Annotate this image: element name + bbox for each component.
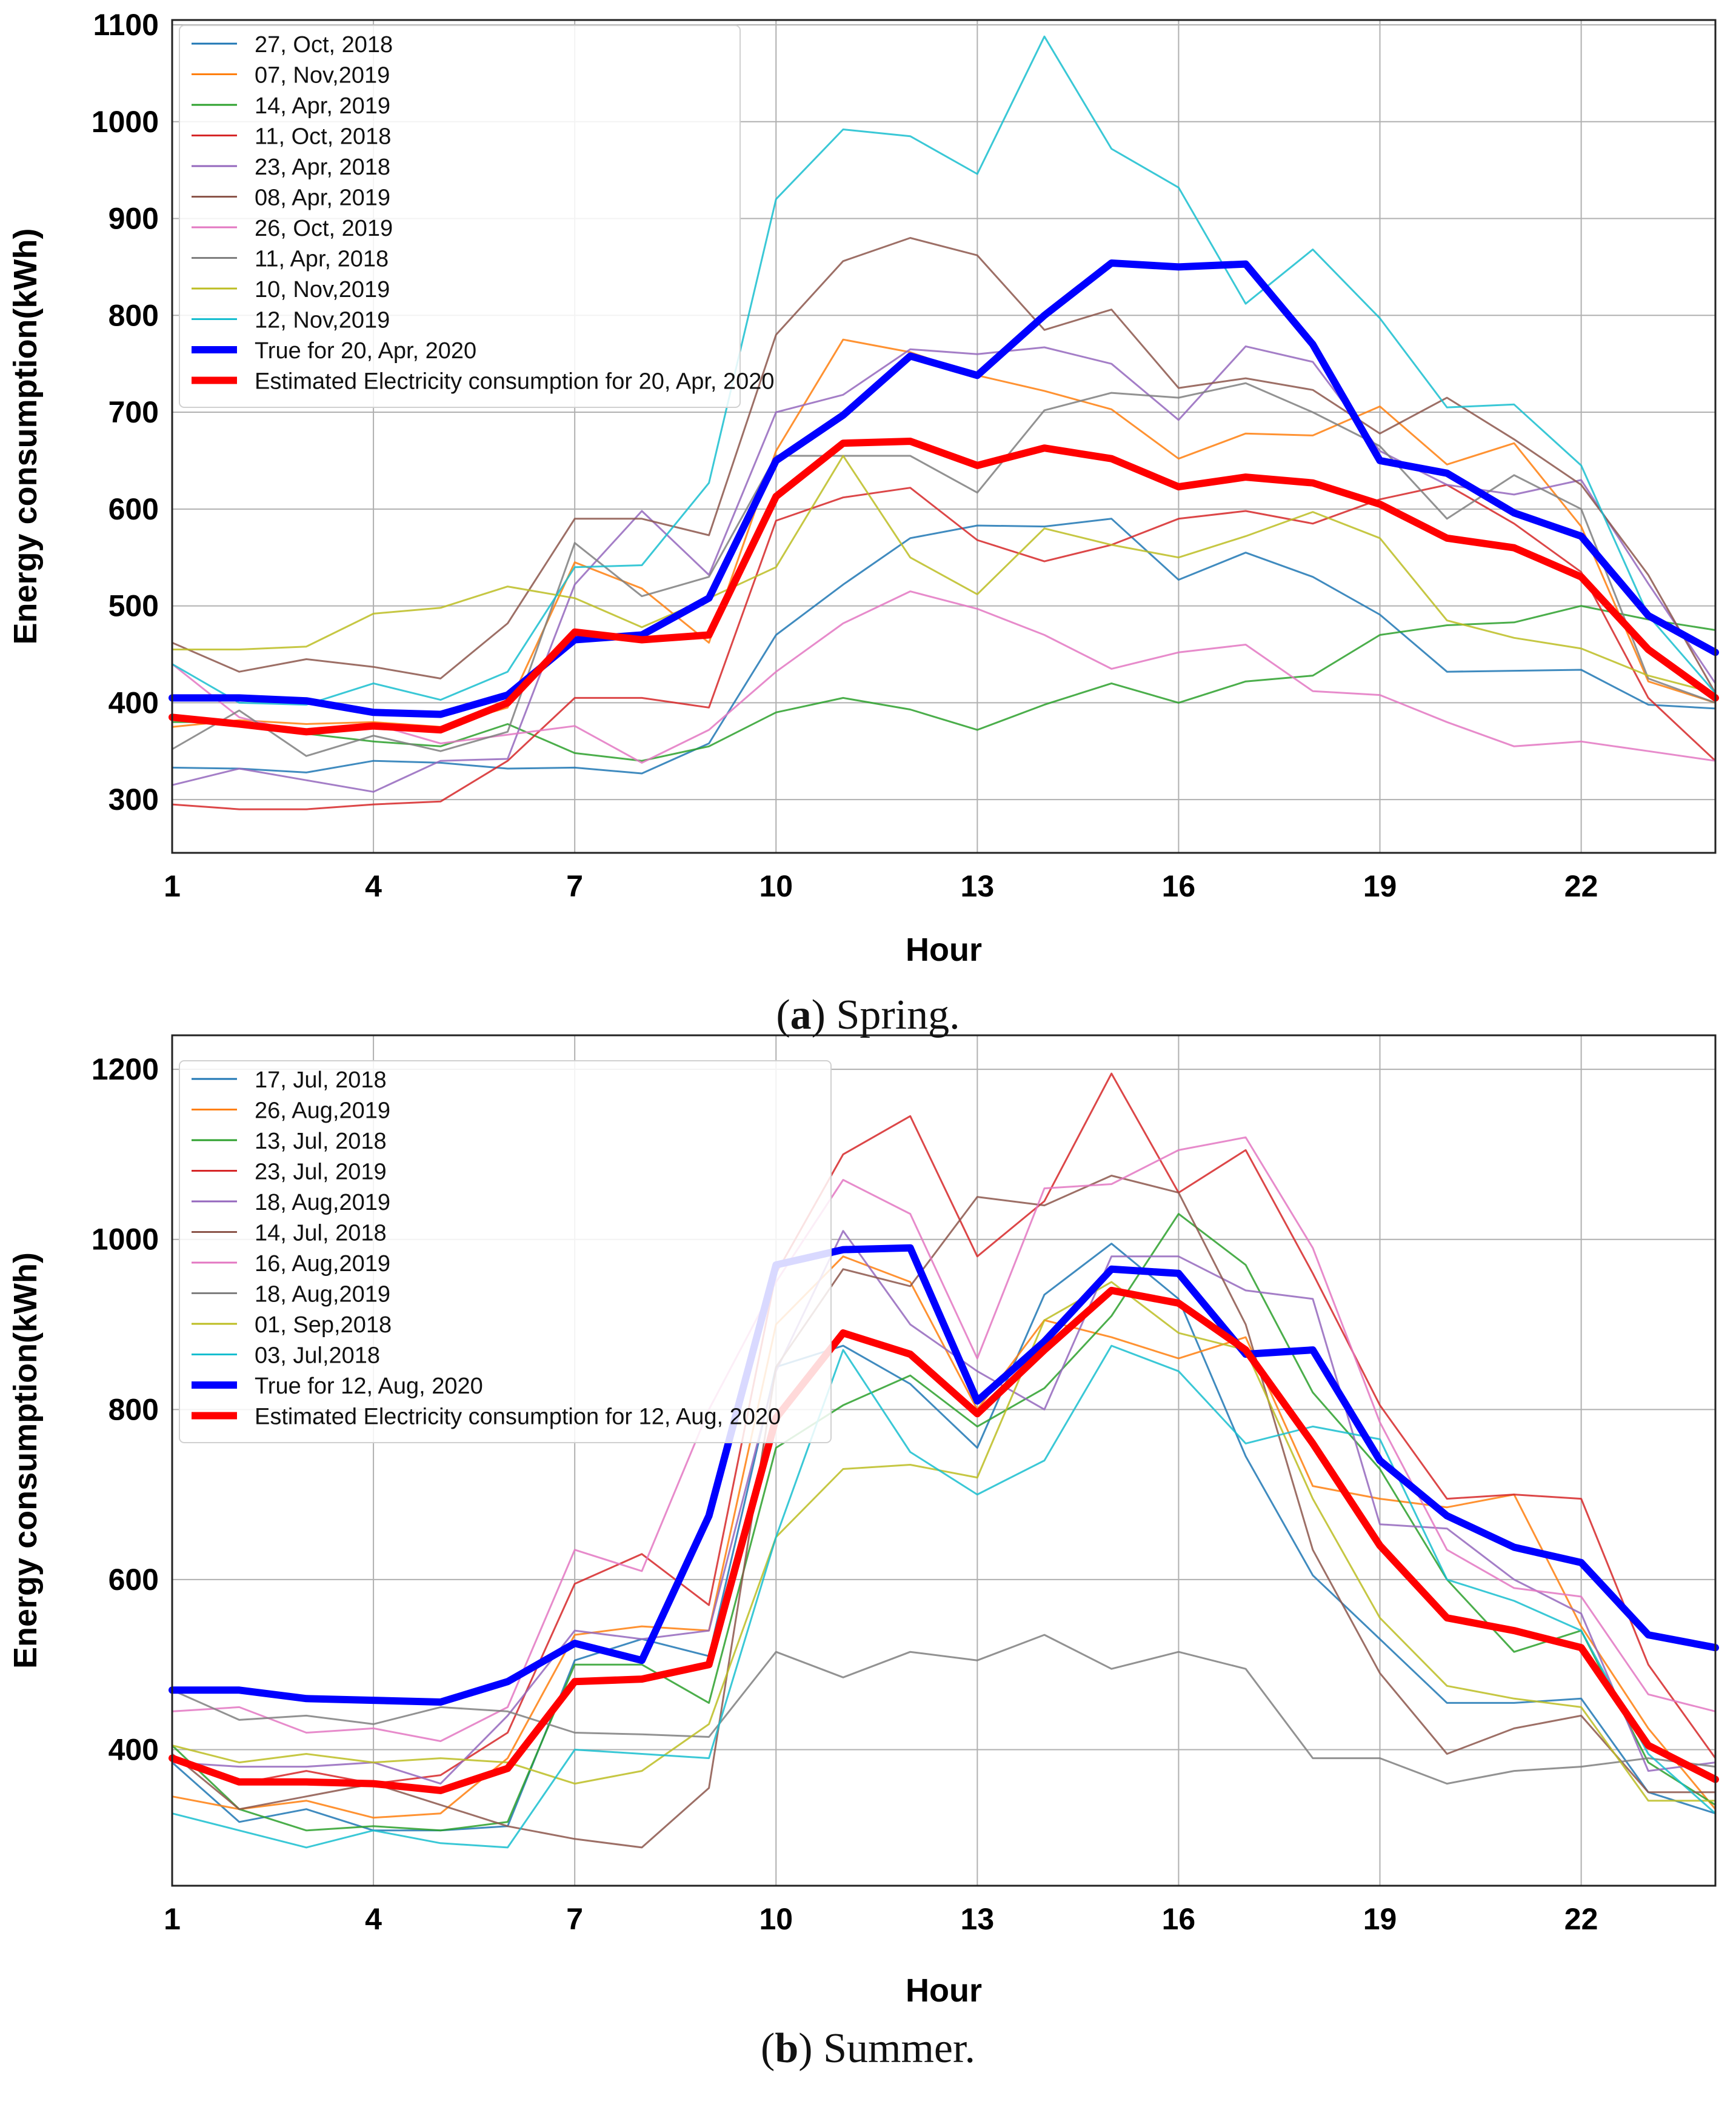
caption-letter: b [775, 2025, 799, 2072]
axes-frame [171, 19, 1717, 854]
legend-entry-6: 08, Apr, 2019 [255, 185, 390, 211]
legend-entry-1: 27, Oct, 2018 [255, 32, 393, 58]
series-line-4 [171, 484, 1717, 810]
caption-text: Spring. [836, 992, 960, 1038]
x-tick-label: 16 [1162, 1902, 1196, 1936]
y-tick-label: 800 [109, 1392, 159, 1426]
series-line-2 [171, 1255, 1717, 1819]
x-tick-label: 13 [961, 1902, 995, 1936]
y-tick-label: 500 [109, 589, 159, 623]
series-line-6 [171, 1175, 1717, 1849]
caption-summer: (b) Summer. [761, 2025, 975, 2072]
series-line-6 [171, 237, 1717, 694]
legend-entry-3: 13, Jul, 2018 [255, 1129, 387, 1154]
x-tick-label: 13 [961, 869, 995, 903]
legend-entry-7: 16, Aug,2019 [255, 1251, 390, 1277]
y-tick-label: 700 [109, 395, 159, 429]
y-tick-label: 600 [109, 492, 159, 526]
y-tick-label: 400 [109, 686, 159, 719]
x-tick-label: 4 [365, 869, 382, 903]
x-axis-label: Hour [906, 1972, 982, 2009]
x-tick-label: 22 [1564, 869, 1598, 903]
legend-entry-12: Estimated Electricity consumption for 12… [255, 1404, 781, 1430]
series-line-11 [169, 259, 1719, 718]
caption-letter: a [790, 992, 812, 1038]
x-tick-label: 4 [365, 1902, 382, 1936]
axes-frame [171, 1034, 1717, 1887]
y-tick-label: 900 [109, 202, 159, 236]
x-tick-label: 1 [164, 1902, 181, 1936]
x-tick-label: 7 [566, 1902, 583, 1936]
legend-entry-7: 26, Oct, 2019 [255, 216, 393, 241]
x-tick-label: 10 [759, 869, 793, 903]
legend-entry-2: 07, Nov,2019 [255, 63, 390, 88]
y-tick-label: 1100 [93, 8, 159, 42]
chart-spring: 1 4 7 10 13 16 19 22 300 400 500 600 700 800 900 1000 11… [7, 8, 1719, 968]
legend-entry-5: 18, Aug,2019 [255, 1190, 390, 1215]
series-line-12 [169, 1286, 1719, 1794]
series-line-5 [171, 1230, 1717, 1785]
y-tick-label: 1000 [92, 105, 159, 139]
legend-entry-9: 10, Nov,2019 [255, 277, 390, 302]
y-axis-label: Energy consumption(kWh) [7, 1252, 44, 1669]
series-line-12 [169, 438, 1719, 736]
x-tick-label: 1 [164, 869, 181, 903]
series-line-3 [171, 605, 1717, 762]
legend-entry-5: 23, Apr, 2018 [255, 155, 390, 180]
legend-entry-11: True for 12, Aug, 2020 [255, 1374, 483, 1399]
x-tick-label: 7 [566, 869, 583, 903]
legend-entry-8: 11, Apr, 2018 [255, 247, 389, 272]
series-line-4 [171, 1072, 1717, 1785]
legend-entry-3: 14, Apr, 2019 [255, 93, 390, 119]
legend-entry-4: 11, Oct, 2018 [255, 124, 391, 150]
legend-entry-6: 14, Jul, 2018 [255, 1221, 387, 1246]
series-lines [169, 35, 1719, 810]
legend-box [179, 25, 741, 408]
legend-entry-2: 26, Aug,2019 [255, 1098, 390, 1124]
y-tick-label: 300 [109, 783, 159, 816]
caption-spring: (a) Spring. [776, 992, 960, 1038]
x-tick-label: 19 [1363, 1902, 1397, 1936]
x-tick-label: 10 [759, 1902, 793, 1936]
y-tick-label: 1000 [92, 1223, 159, 1257]
legend-entry-11: True for 20, Apr, 2020 [255, 338, 476, 364]
series-line-10 [171, 1344, 1717, 1849]
y-tick-label: 1200 [92, 1052, 159, 1086]
legend-entry-1: 17, Jul, 2018 [255, 1067, 387, 1093]
x-axis-label: Hour [906, 932, 982, 968]
x-tick-label: 19 [1363, 869, 1397, 903]
series-line-8 [171, 382, 1717, 757]
x-tick-label: 16 [1162, 869, 1196, 903]
y-tick-label: 800 [109, 298, 159, 332]
y-tick-label: 400 [109, 1733, 159, 1767]
series-lines [169, 1072, 1719, 1849]
series-line-7 [171, 590, 1717, 764]
series-line-9 [171, 455, 1717, 694]
series-line-7 [171, 1136, 1717, 1742]
legend-entry-9: 01, Sep,2018 [255, 1312, 392, 1338]
series-line-10 [171, 35, 1717, 706]
series-line-9 [171, 1281, 1717, 1802]
legend-entry-4: 23, Jul, 2019 [255, 1160, 387, 1185]
x-tick-label: 22 [1564, 1902, 1598, 1936]
y-axis-label: Energy consumption(kWh) [7, 229, 44, 645]
chart-summer: 1 4 7 10 13 16 19 22 400 600 800 1000 1200 Hour Energy… [7, 1034, 1719, 2009]
series-line-11 [169, 1244, 1719, 1706]
legend-entry-12: Estimated Electricity consumption for 20… [255, 369, 775, 395]
y-tick-label: 600 [109, 1563, 159, 1597]
legend-entry-8: 18, Aug,2019 [255, 1282, 390, 1307]
legend: 27, Oct, 2018 07, Nov,2019 14, Apr, 2019 11… [179, 25, 775, 408]
legend-entry-10: 12, Nov,2019 [255, 308, 390, 333]
legend-entry-10: 03, Jul,2018 [255, 1343, 380, 1369]
series-line-8 [171, 1634, 1717, 1785]
series-line-3 [171, 1213, 1717, 1832]
series-line-5 [171, 345, 1717, 793]
legend: 17, Jul, 2018 26, Aug,2019 13, Jul, 2018 23… [179, 1060, 832, 1443]
caption-text: Summer. [823, 2025, 975, 2072]
series-line-1 [171, 518, 1717, 775]
legend-box [179, 1060, 832, 1443]
